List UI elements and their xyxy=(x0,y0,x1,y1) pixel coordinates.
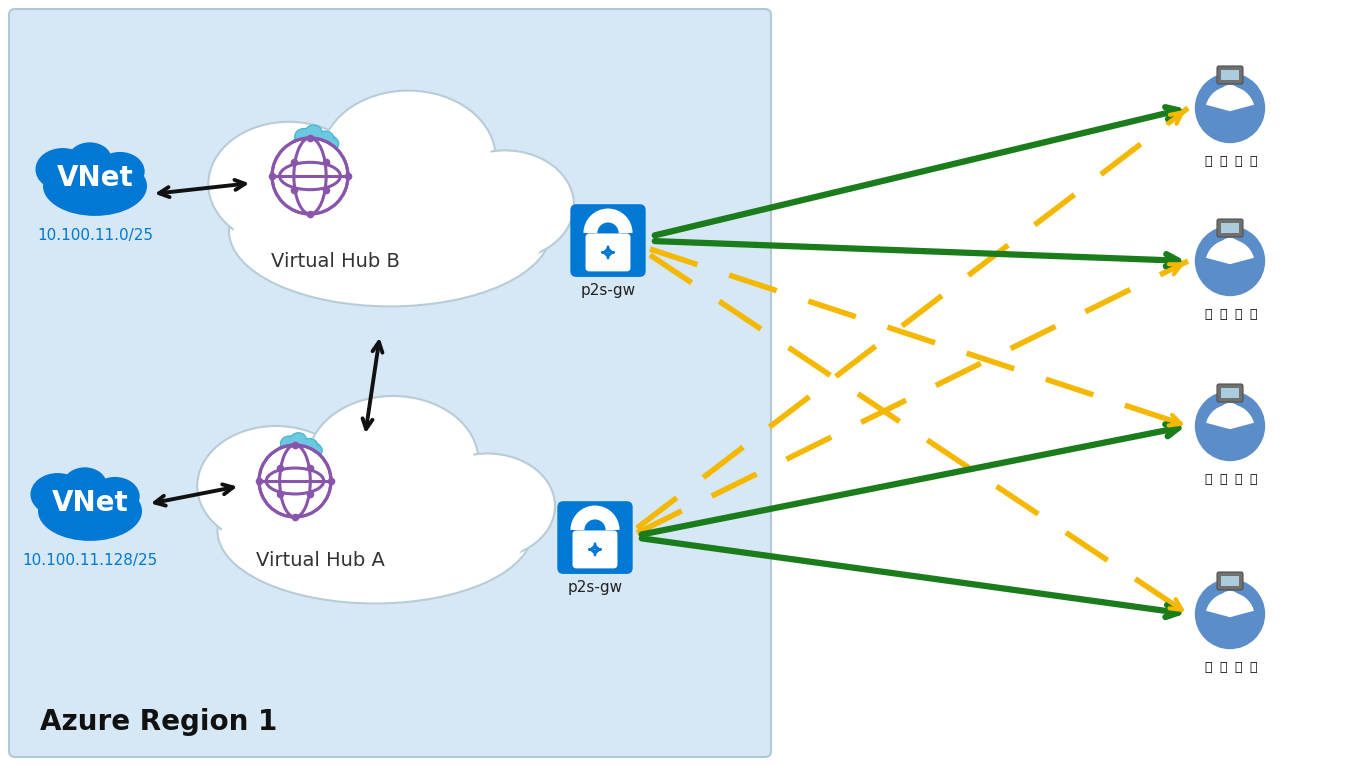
Ellipse shape xyxy=(35,148,90,191)
Circle shape xyxy=(259,445,331,517)
Ellipse shape xyxy=(312,401,474,521)
Ellipse shape xyxy=(230,155,551,306)
Ellipse shape xyxy=(221,463,528,598)
Ellipse shape xyxy=(425,459,550,554)
FancyBboxPatch shape xyxy=(1217,384,1243,402)
Ellipse shape xyxy=(420,453,555,558)
Ellipse shape xyxy=(436,150,574,260)
Circle shape xyxy=(1195,579,1266,650)
FancyBboxPatch shape xyxy=(1217,66,1243,84)
FancyBboxPatch shape xyxy=(1217,572,1243,590)
Ellipse shape xyxy=(234,161,546,301)
Circle shape xyxy=(1195,391,1266,461)
FancyBboxPatch shape xyxy=(1217,219,1243,237)
Ellipse shape xyxy=(326,96,492,221)
Ellipse shape xyxy=(62,467,107,502)
Ellipse shape xyxy=(202,431,350,541)
Ellipse shape xyxy=(440,155,569,254)
FancyBboxPatch shape xyxy=(1221,223,1240,234)
Ellipse shape xyxy=(301,440,316,451)
Text: 🪟: 🪟 xyxy=(1234,155,1243,169)
Text: 10.100.11.0/25: 10.100.11.0/25 xyxy=(37,228,153,243)
Ellipse shape xyxy=(30,473,86,516)
FancyBboxPatch shape xyxy=(570,205,645,277)
Ellipse shape xyxy=(208,122,369,247)
Text: p2s-gw: p2s-gw xyxy=(568,580,622,595)
Circle shape xyxy=(1218,591,1241,614)
Wedge shape xyxy=(1206,87,1253,111)
Ellipse shape xyxy=(95,152,145,191)
FancyBboxPatch shape xyxy=(573,531,618,568)
Text: 🍎: 🍎 xyxy=(1219,661,1226,674)
Ellipse shape xyxy=(281,436,299,451)
Text: 🪟: 🪟 xyxy=(1234,661,1243,674)
FancyBboxPatch shape xyxy=(10,9,771,757)
Text: VNet: VNet xyxy=(57,164,133,192)
Text: 🐧: 🐧 xyxy=(1249,155,1258,169)
Wedge shape xyxy=(1206,592,1253,617)
Circle shape xyxy=(1195,73,1266,143)
Text: 🤖: 🤖 xyxy=(1205,308,1211,321)
Text: VNet: VNet xyxy=(52,489,129,517)
Text: 🪟: 🪟 xyxy=(1234,308,1243,321)
Ellipse shape xyxy=(43,156,147,216)
FancyBboxPatch shape xyxy=(585,234,630,271)
Text: 10.100.11.128/25: 10.100.11.128/25 xyxy=(22,552,158,568)
Ellipse shape xyxy=(306,126,320,139)
Ellipse shape xyxy=(281,437,297,450)
Text: 🤖: 🤖 xyxy=(1205,473,1211,486)
Circle shape xyxy=(272,138,348,214)
Text: 🪟: 🪟 xyxy=(1234,473,1243,486)
Ellipse shape xyxy=(306,125,322,139)
Text: 🤖: 🤖 xyxy=(1205,661,1211,674)
Ellipse shape xyxy=(278,440,322,461)
Text: 🍎: 🍎 xyxy=(1219,155,1226,169)
Text: p2s-gw: p2s-gw xyxy=(580,283,636,298)
Ellipse shape xyxy=(281,441,320,460)
Wedge shape xyxy=(1206,240,1253,264)
Circle shape xyxy=(1218,403,1241,425)
Text: Virtual Hub A: Virtual Hub A xyxy=(255,552,384,571)
Circle shape xyxy=(1195,226,1266,296)
Text: Virtual Hub B: Virtual Hub B xyxy=(270,251,399,270)
Ellipse shape xyxy=(301,438,318,453)
Ellipse shape xyxy=(295,134,337,153)
Text: 🐧: 🐧 xyxy=(1249,473,1258,486)
Ellipse shape xyxy=(295,129,314,144)
Ellipse shape xyxy=(316,131,334,146)
Text: Azure Region 1: Azure Region 1 xyxy=(39,708,277,736)
Text: 🤖: 🤖 xyxy=(1205,155,1211,169)
Ellipse shape xyxy=(68,142,111,178)
Ellipse shape xyxy=(293,133,338,155)
Ellipse shape xyxy=(197,426,354,546)
Ellipse shape xyxy=(38,481,143,541)
FancyBboxPatch shape xyxy=(557,501,633,574)
Circle shape xyxy=(1218,85,1241,107)
Ellipse shape xyxy=(291,433,307,447)
Text: 🐧: 🐧 xyxy=(1249,661,1258,674)
Ellipse shape xyxy=(318,133,333,145)
Ellipse shape xyxy=(296,129,312,143)
Ellipse shape xyxy=(292,434,306,445)
FancyBboxPatch shape xyxy=(1221,388,1240,398)
Wedge shape xyxy=(1206,404,1253,429)
Ellipse shape xyxy=(320,90,496,226)
Ellipse shape xyxy=(307,396,478,526)
Ellipse shape xyxy=(217,459,532,604)
FancyBboxPatch shape xyxy=(1221,576,1240,586)
Circle shape xyxy=(1218,237,1241,260)
Text: 🍎: 🍎 xyxy=(1219,308,1226,321)
Text: 🍎: 🍎 xyxy=(1219,473,1226,486)
Ellipse shape xyxy=(213,127,365,241)
FancyBboxPatch shape xyxy=(1221,70,1240,80)
Ellipse shape xyxy=(90,477,140,516)
Text: 🐧: 🐧 xyxy=(1249,308,1258,321)
